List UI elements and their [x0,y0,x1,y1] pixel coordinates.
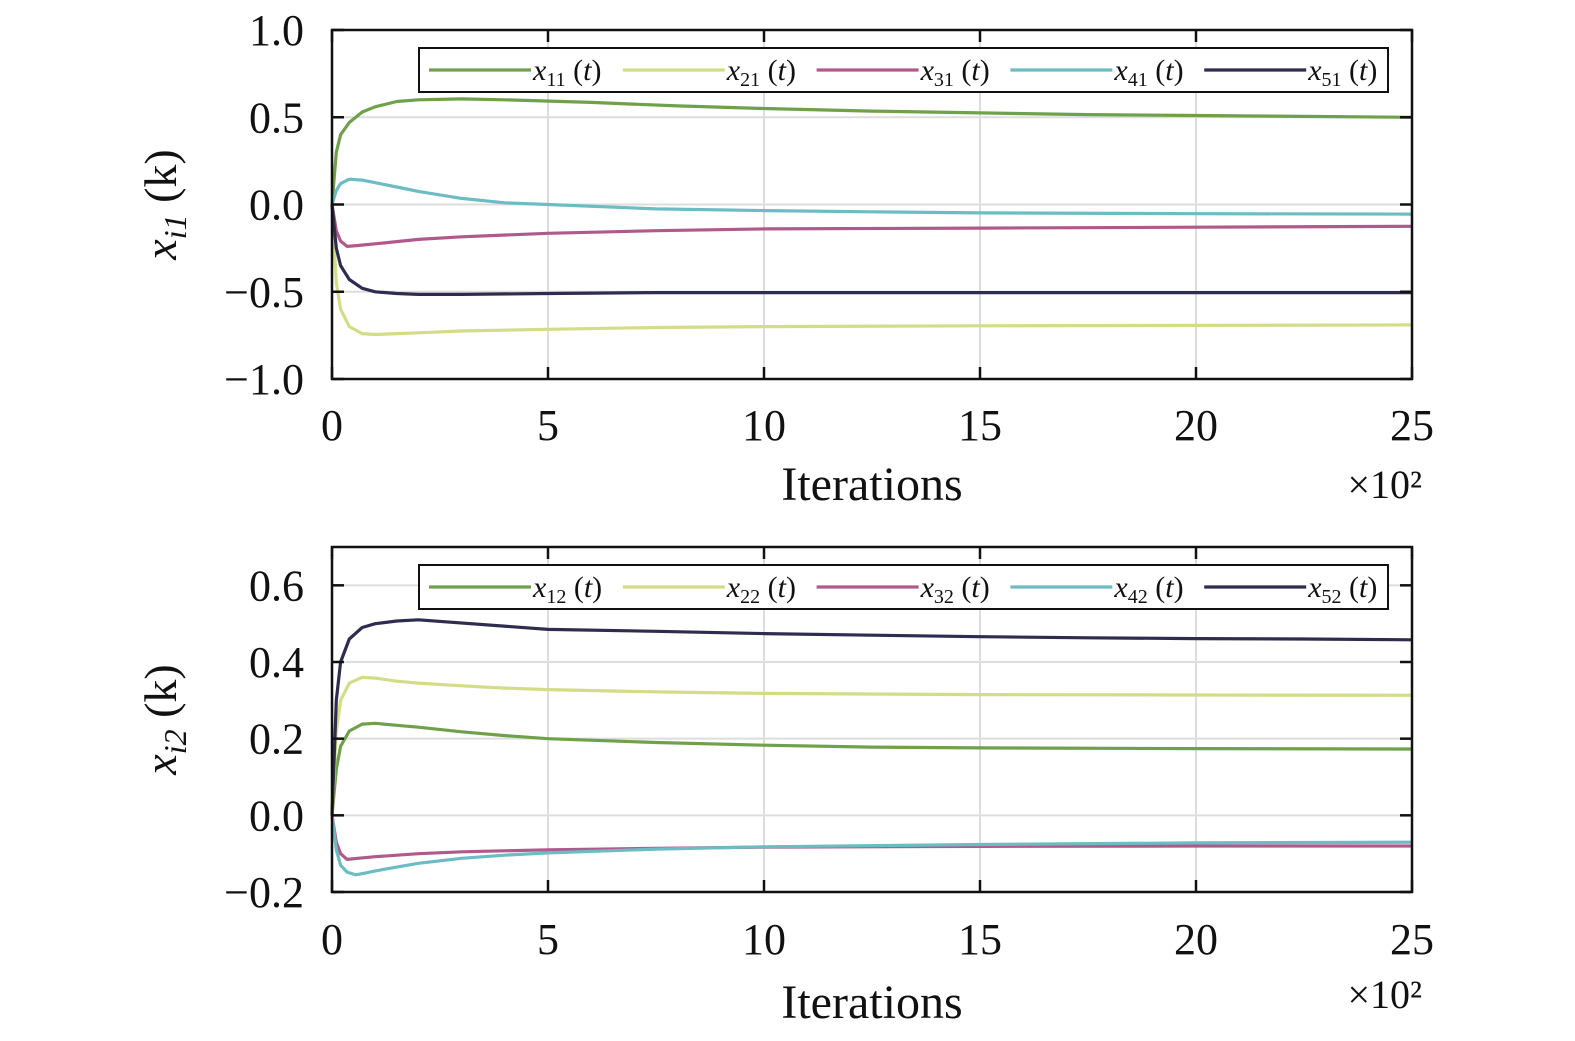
x-tick-label: 15 [958,401,1002,450]
legend-entry: x12 (t) [532,571,602,608]
series-line-x21 [330,204,1413,337]
x-tick-label: 25 [1390,915,1434,964]
x-tick-label: 10 [742,915,786,964]
legend-entry: x52 (t) [1307,571,1377,608]
legend-entry: x11 (t) [532,54,601,91]
y-tick-label: 0.0 [249,181,304,230]
x-tick-label: 25 [1390,401,1434,450]
y-tick-label: 0.6 [249,561,304,610]
legend-entry: x32 (t) [920,571,990,608]
series-line-x41 [330,177,1413,216]
x-tick-label: 10 [742,401,786,450]
x-tick-label: 5 [537,915,559,964]
chart-panel-2: 0.6 0.4 0.2 0.0 −0.2 0 5 10 15 20 25 Iterations ×10²… [135,545,1434,1029]
series-line-x42 [330,815,1413,877]
x-tick-label: 20 [1174,401,1218,450]
chart-panel-1: 1.0 0.5 0.0 −0.5 −1.0 0 5 10 15 20 25 Iterations ×10… [135,6,1434,511]
series-line-x52 [330,618,1413,816]
legend: x12 (t) x22 (t) x32 (t) x42 (t) x52 (t) [418,564,1389,610]
legend-entry: x41 (t) [1113,54,1183,91]
legend-entry: x42 (t) [1113,571,1183,608]
y-tick-label: −0.2 [224,868,304,917]
series-line-x11 [330,97,1413,205]
y-tick-label: 0.4 [249,638,304,687]
legend: x11 (t) x21 (t) x31 (t) x41 (t) x51 (t) [418,47,1389,93]
series-line-x31 [330,204,1413,248]
legend-entry: x51 (t) [1307,54,1377,91]
x-tick-label: 20 [1174,915,1218,964]
series-line-x12 [330,721,1413,816]
legend-entry: x22 (t) [726,571,796,608]
series-line-x32 [330,815,1412,861]
series-line-x51 [330,204,1412,296]
y-tick-label: 1.0 [249,6,304,55]
plot-frame [330,545,1414,894]
y-tick-label: 0.0 [249,791,304,840]
y-tick-label: −0.5 [224,268,304,317]
x-tick-label: 5 [537,401,559,450]
y-axis-title: xi2 (k) [135,664,193,775]
x-axis-title: Iterations [781,976,962,1029]
y-tick-label: 0.2 [249,715,304,764]
legend-entry: x31 (t) [920,54,990,91]
x-axis-multiplier: ×10² [1347,972,1422,1017]
x-tick-label: 0 [321,401,343,450]
x-axis-title: Iterations [781,458,962,511]
x-tick-label: 0 [321,915,343,964]
y-tick-label: −1.0 [224,355,304,404]
legend-entry: x21 (t) [726,54,796,91]
series-line-x22 [330,675,1413,816]
x-tick-label: 15 [958,915,1002,964]
y-tick-label: 0.5 [249,93,304,142]
y-axis-title: xi1 (k) [135,149,193,260]
x-axis-multiplier: ×10² [1347,462,1422,507]
